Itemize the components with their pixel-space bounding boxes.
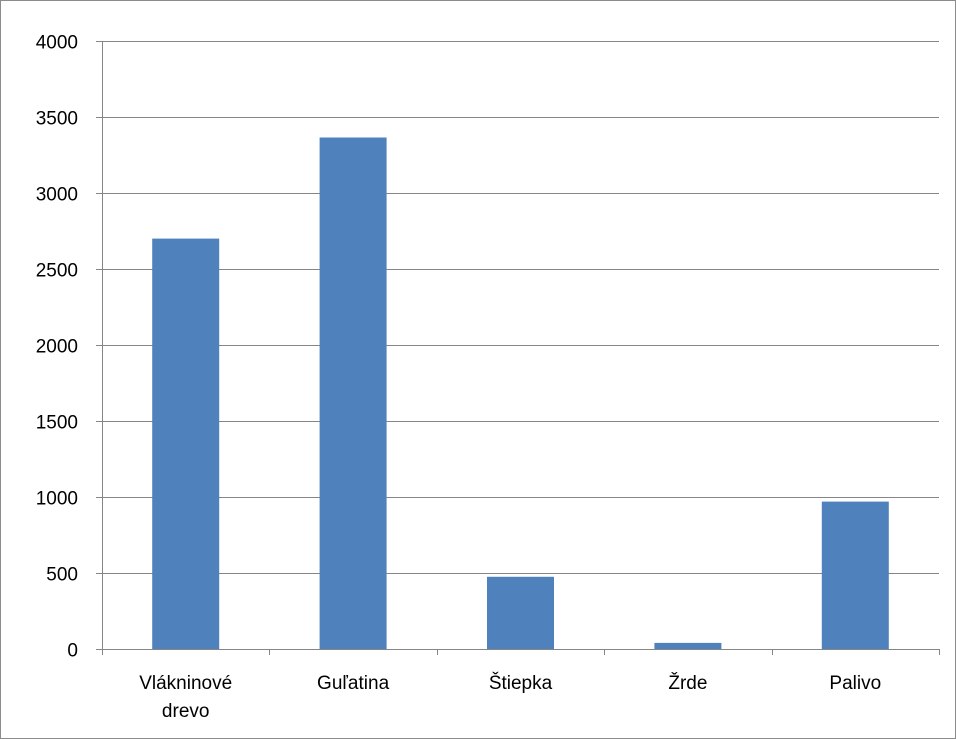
x-category-label: Palivo — [829, 673, 881, 694]
y-tick-label: 500 — [46, 565, 78, 586]
x-category-label: Štiepka — [489, 672, 553, 694]
bar — [821, 501, 889, 649]
bar — [152, 238, 220, 649]
x-category-label-line: Palivo — [829, 673, 881, 694]
x-category-label: Guľatina — [317, 673, 390, 694]
x-category-label-line: drevo — [162, 701, 210, 722]
y-tick-label: 2000 — [36, 337, 78, 358]
x-category-label-line: Vlákninové — [139, 673, 232, 694]
y-tick-label: 0 — [67, 641, 78, 662]
x-category-labels: Vlákninové drevo Guľatina Štiepka Žrde Palivo — [139, 672, 881, 722]
y-tick-label: 3000 — [36, 185, 78, 206]
x-category-label-line: Guľatina — [317, 673, 390, 694]
bar — [319, 137, 387, 649]
x-category-label: Vlákninové drevo — [139, 673, 232, 722]
y-tick-labels: 0 500 1000 1500 2000 2500 3000 3500 4000 — [36, 33, 78, 662]
bar — [654, 642, 722, 649]
axes — [96, 41, 940, 655]
x-category-label: Žrde — [668, 672, 707, 694]
x-category-label-line: Štiepka — [489, 672, 553, 694]
y-tick-label: 2500 — [36, 261, 78, 282]
bar — [487, 576, 554, 649]
y-tick-label: 1500 — [36, 413, 78, 434]
y-tick-label: 1000 — [36, 489, 78, 510]
bars — [152, 137, 889, 649]
gridlines — [102, 41, 939, 574]
y-tick-label: 4000 — [36, 33, 78, 54]
x-category-label-line: Žrde — [668, 672, 707, 694]
y-tick-label: 3500 — [36, 109, 78, 130]
